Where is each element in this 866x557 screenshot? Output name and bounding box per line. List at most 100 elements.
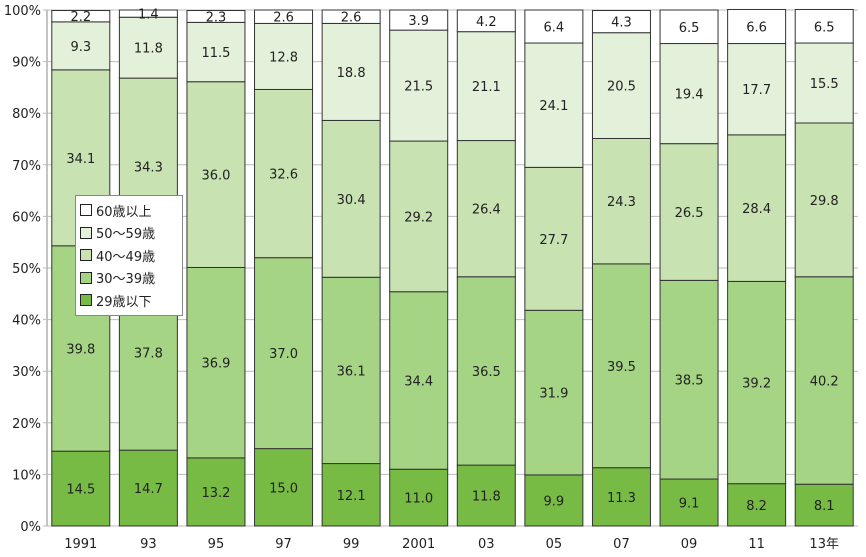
y-tick-label: 70% — [12, 159, 41, 174]
legend-swatch — [80, 204, 92, 217]
data-label: 28.4 — [742, 202, 771, 217]
bar-segment — [794, 483, 854, 527]
data-label: 4.2 — [476, 15, 497, 30]
bar-segment — [389, 468, 449, 527]
data-label: 18.8 — [337, 66, 366, 81]
bar-segment — [524, 9, 584, 44]
legend-swatch — [80, 271, 92, 284]
data-label: 26.5 — [675, 206, 704, 221]
bar-segment — [591, 32, 651, 139]
bar-segment — [727, 134, 787, 282]
bar-segment — [389, 29, 449, 142]
y-tick-label: 100% — [4, 4, 41, 19]
data-label: 6.5 — [814, 20, 835, 35]
data-label: 11.8 — [472, 490, 501, 505]
bar-segment — [591, 137, 651, 265]
bar-segment — [254, 257, 314, 450]
bar-segment — [591, 467, 651, 527]
bar-segment — [186, 10, 246, 23]
legend-swatch — [80, 249, 92, 262]
x-tick-label: 13年 — [809, 537, 839, 552]
x-tick-label: 93 — [140, 537, 157, 552]
bar-segment — [51, 10, 111, 23]
bar-segment — [456, 276, 516, 466]
bar-segment — [389, 291, 449, 470]
legend-item: 50〜59歳 — [80, 222, 178, 245]
data-label: 11.5 — [201, 46, 230, 61]
bar-segment — [524, 309, 584, 476]
y-tick-label: 90% — [12, 56, 41, 71]
bar-segment — [456, 31, 516, 142]
data-label: 24.3 — [607, 195, 636, 210]
bar-segment — [659, 279, 719, 480]
bar-segment — [254, 9, 314, 24]
data-label: 27.7 — [539, 233, 568, 248]
bar-segment — [118, 9, 178, 18]
data-label: 29.2 — [404, 210, 433, 225]
data-label: 6.5 — [679, 21, 700, 36]
data-label: 36.9 — [201, 357, 230, 372]
bar-segment — [794, 276, 854, 485]
bar-segment — [321, 9, 381, 24]
data-label: 13.2 — [201, 486, 230, 501]
data-label: 15.5 — [810, 77, 839, 92]
data-label: 29.8 — [810, 194, 839, 209]
data-label: 17.7 — [742, 83, 771, 98]
bar-segment — [727, 483, 787, 527]
bar-segment — [186, 21, 246, 83]
data-label: 26.4 — [472, 203, 501, 218]
legend-label: 50〜59歳 — [96, 227, 156, 243]
data-label: 21.5 — [404, 80, 433, 95]
y-tick-label: 40% — [12, 314, 41, 329]
x-tick-label: 07 — [613, 537, 630, 552]
bar-segment — [727, 43, 787, 136]
data-label: 38.5 — [675, 374, 704, 389]
data-label: 31.9 — [539, 387, 568, 402]
bar-segment — [389, 9, 449, 31]
data-label: 14.5 — [66, 483, 95, 498]
data-label: 11.8 — [134, 42, 163, 57]
data-label: 12.1 — [337, 489, 366, 504]
bar-segment — [51, 21, 111, 71]
y-tick-label: 80% — [12, 107, 41, 122]
y-tick-label: 0% — [20, 520, 41, 535]
legend-swatch — [80, 226, 92, 239]
data-label: 2.2 — [70, 10, 91, 25]
bar-segment — [794, 8, 854, 44]
y-tick-label: 20% — [12, 417, 41, 432]
bar-segment — [389, 140, 449, 293]
data-label: 20.5 — [607, 80, 636, 95]
bar-segment — [591, 263, 651, 469]
bar-segment — [591, 10, 651, 34]
bar-segment — [186, 266, 246, 459]
bar-segment — [254, 22, 314, 90]
y-tick-label: 30% — [12, 365, 41, 380]
y-tick-label: 50% — [12, 262, 41, 277]
legend-item: 40〜49歳 — [80, 244, 178, 267]
x-tick-label: 11 — [748, 537, 765, 552]
data-label: 34.1 — [66, 152, 95, 167]
data-label: 34.4 — [404, 374, 433, 389]
data-label: 30.4 — [337, 193, 366, 208]
bar-segment — [524, 166, 584, 311]
data-label: 37.8 — [134, 347, 163, 362]
bar-segment — [456, 140, 516, 278]
data-label: 8.2 — [746, 499, 767, 514]
data-label: 37.0 — [269, 347, 298, 362]
data-label: 3.9 — [408, 14, 429, 29]
legend: 60歳以上 50〜59歳 40〜49歳 30〜39歳 29歳以下 — [75, 195, 183, 316]
legend-label: 30〜39歳 — [96, 272, 156, 288]
legend-item: 29歳以下 — [80, 289, 178, 312]
bar-segment — [186, 81, 246, 268]
data-label: 36.1 — [337, 364, 366, 379]
data-label: 19.4 — [675, 88, 704, 103]
bar-segment — [254, 88, 314, 259]
bar-segment — [794, 122, 854, 278]
x-tick-label: 99 — [343, 537, 360, 552]
x-tick-label: 03 — [478, 537, 495, 552]
legend-label: 60歳以上 — [96, 204, 152, 220]
x-tick-label: 09 — [681, 537, 698, 552]
legend-label: 29歳以下 — [96, 294, 152, 310]
x-tick-label: 2001 — [402, 537, 435, 552]
